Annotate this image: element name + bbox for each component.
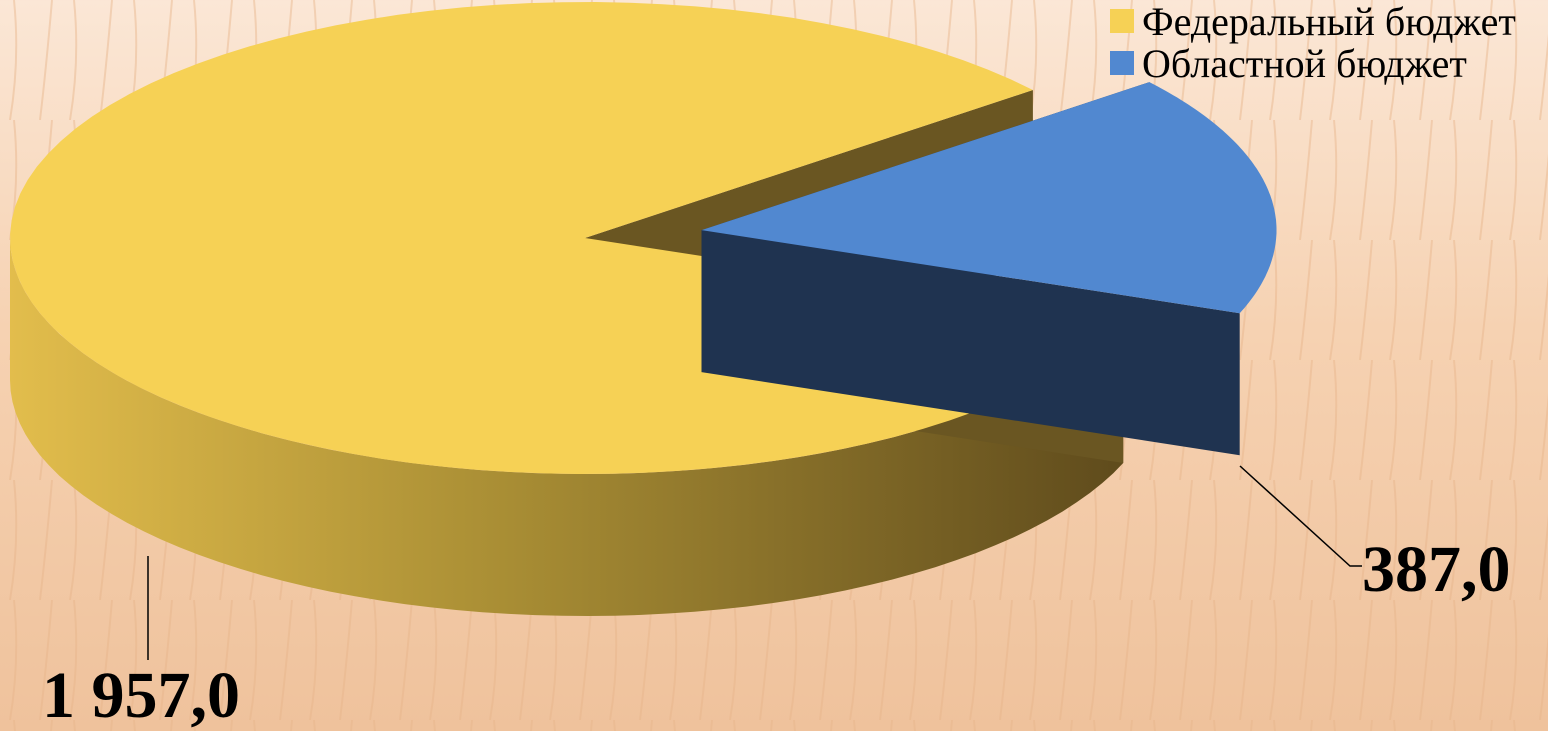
legend-item-federal: Федеральный бюджет [1110, 0, 1516, 44]
pie-slice-side-0 [10, 238, 1124, 616]
leader-line-regional [1239, 465, 1362, 567]
legend-swatch-regional [1110, 51, 1134, 75]
pie-slice-top-1 [701, 82, 1277, 314]
legend-item-regional: Областной бюджет [1110, 40, 1467, 86]
data-label-regional: 387,0 [1362, 533, 1511, 606]
legend-label-regional: Областной бюджет [1142, 41, 1467, 86]
pie-slice-1 [701, 82, 1277, 456]
legend-swatch-federal [1110, 9, 1134, 33]
legend-label-federal: Федеральный бюджет [1142, 0, 1516, 44]
pie-slice-cut-1-b [701, 230, 1240, 456]
data-label-federal: 1 957,0 [42, 659, 240, 731]
